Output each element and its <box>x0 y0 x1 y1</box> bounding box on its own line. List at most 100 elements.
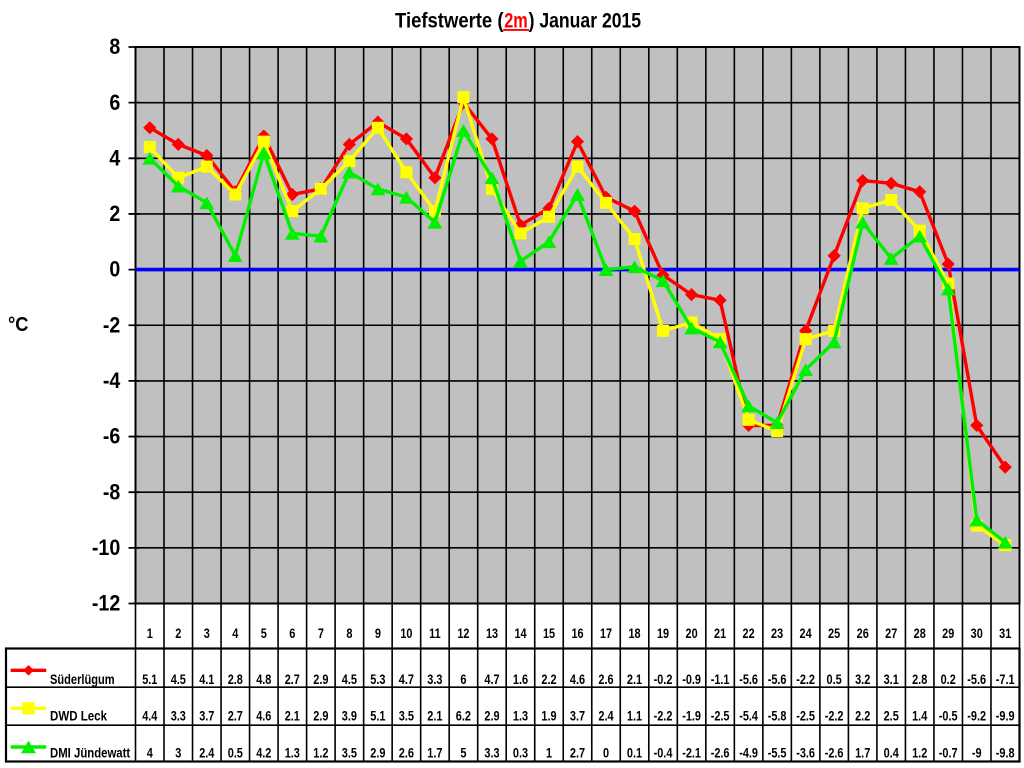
svg-text:-2.6: -2.6 <box>711 744 730 760</box>
svg-text:3.7: 3.7 <box>199 708 214 724</box>
svg-text:-5.4: -5.4 <box>739 708 758 724</box>
svg-text:4.4: 4.4 <box>142 708 157 724</box>
svg-text:6: 6 <box>109 90 120 115</box>
svg-text:2.7: 2.7 <box>285 671 300 687</box>
svg-text:-5.6: -5.6 <box>967 671 986 687</box>
svg-text:0.5: 0.5 <box>228 744 243 760</box>
svg-text:26: 26 <box>857 625 869 641</box>
svg-text:DWD Leck: DWD Leck <box>50 708 107 724</box>
svg-text:21: 21 <box>714 625 726 641</box>
svg-text:30: 30 <box>971 625 983 641</box>
svg-text:4.5: 4.5 <box>342 671 357 687</box>
svg-text:4: 4 <box>147 744 153 760</box>
svg-text:2.9: 2.9 <box>484 708 499 724</box>
svg-text:Süderlügum: Süderlügum <box>50 671 115 687</box>
svg-text:3.5: 3.5 <box>342 744 357 760</box>
svg-text:4.7: 4.7 <box>399 671 414 687</box>
svg-text:0.4: 0.4 <box>884 744 899 760</box>
svg-text:-12: -12 <box>92 591 120 616</box>
svg-text:-2.2: -2.2 <box>654 708 673 724</box>
svg-text:-2.5: -2.5 <box>711 708 730 724</box>
svg-text:1.7: 1.7 <box>427 744 442 760</box>
svg-text:2.9: 2.9 <box>313 708 328 724</box>
svg-text:Tiefstwerte (: Tiefstwerte ( <box>395 8 504 32</box>
svg-text:1.2: 1.2 <box>912 744 927 760</box>
svg-text:5.3: 5.3 <box>370 671 385 687</box>
svg-text:-5.6: -5.6 <box>739 671 758 687</box>
svg-text:-0.7: -0.7 <box>939 744 958 760</box>
svg-text:-6: -6 <box>103 424 120 449</box>
svg-text:14: 14 <box>514 625 526 641</box>
svg-text:2: 2 <box>175 625 181 641</box>
svg-text:12: 12 <box>457 625 469 641</box>
svg-text:-9.2: -9.2 <box>967 708 986 724</box>
svg-text:15: 15 <box>543 625 555 641</box>
svg-text:1.9: 1.9 <box>541 708 556 724</box>
svg-text:8: 8 <box>109 34 120 59</box>
svg-text:2.7: 2.7 <box>570 744 585 760</box>
svg-text:4.6: 4.6 <box>570 671 585 687</box>
svg-text:2.6: 2.6 <box>399 744 414 760</box>
svg-text:3.3: 3.3 <box>171 708 186 724</box>
svg-text:3.5: 3.5 <box>399 708 414 724</box>
svg-text:-3.6: -3.6 <box>796 744 815 760</box>
svg-text:1.1: 1.1 <box>627 708 642 724</box>
svg-text:-5.8: -5.8 <box>768 708 787 724</box>
svg-text:°C: °C <box>8 314 29 336</box>
svg-text:2.2: 2.2 <box>855 708 870 724</box>
svg-text:2m: 2m <box>504 8 528 32</box>
svg-text:-1.9: -1.9 <box>682 708 701 724</box>
svg-text:4: 4 <box>232 625 238 641</box>
svg-text:-4.9: -4.9 <box>739 744 758 760</box>
svg-text:-2.6: -2.6 <box>825 744 844 760</box>
svg-text:2.9: 2.9 <box>370 744 385 760</box>
svg-text:4: 4 <box>109 145 120 170</box>
svg-text:-2.2: -2.2 <box>825 708 844 724</box>
svg-text:6: 6 <box>460 671 466 687</box>
svg-text:1: 1 <box>546 744 552 760</box>
svg-text:20: 20 <box>686 625 698 641</box>
svg-text:11: 11 <box>429 625 441 641</box>
svg-text:18: 18 <box>628 625 640 641</box>
svg-text:29: 29 <box>942 625 954 641</box>
svg-text:16: 16 <box>571 625 583 641</box>
svg-text:4.5: 4.5 <box>171 671 186 687</box>
svg-text:0: 0 <box>109 257 120 282</box>
svg-text:3.3: 3.3 <box>484 744 499 760</box>
svg-text:2.1: 2.1 <box>427 708 442 724</box>
svg-text:3: 3 <box>175 744 181 760</box>
svg-text:2.2: 2.2 <box>541 671 556 687</box>
svg-text:23: 23 <box>771 625 783 641</box>
svg-text:0.3: 0.3 <box>513 744 528 760</box>
svg-text:0.2: 0.2 <box>941 671 956 687</box>
svg-text:-5.5: -5.5 <box>768 744 787 760</box>
svg-text:2.6: 2.6 <box>598 671 613 687</box>
svg-text:7: 7 <box>318 625 324 641</box>
svg-text:5.1: 5.1 <box>370 708 385 724</box>
svg-text:-9.8: -9.8 <box>996 744 1015 760</box>
svg-text:-7.1: -7.1 <box>996 671 1015 687</box>
svg-text:-10: -10 <box>92 535 120 560</box>
svg-text:4.6: 4.6 <box>256 708 271 724</box>
svg-text:4.1: 4.1 <box>199 671 214 687</box>
svg-text:-4: -4 <box>103 368 120 393</box>
svg-text:9: 9 <box>375 625 381 641</box>
svg-text:0.1: 0.1 <box>627 744 642 760</box>
svg-text:28: 28 <box>914 625 926 641</box>
svg-text:6: 6 <box>289 625 295 641</box>
svg-text:1.3: 1.3 <box>513 708 528 724</box>
svg-text:5: 5 <box>261 625 267 641</box>
svg-text:3.3: 3.3 <box>427 671 442 687</box>
svg-text:24: 24 <box>800 625 812 641</box>
svg-text:-0.4: -0.4 <box>654 744 673 760</box>
svg-text:-8: -8 <box>103 479 120 504</box>
svg-text:1: 1 <box>147 625 153 641</box>
svg-text:-2.2: -2.2 <box>796 671 815 687</box>
svg-text:13: 13 <box>486 625 498 641</box>
svg-text:3: 3 <box>204 625 210 641</box>
svg-text:-5.6: -5.6 <box>768 671 787 687</box>
svg-text:4.8: 4.8 <box>256 671 271 687</box>
svg-text:-0.5: -0.5 <box>939 708 958 724</box>
svg-text:1.2: 1.2 <box>313 744 328 760</box>
svg-text:-2.1: -2.1 <box>682 744 701 760</box>
